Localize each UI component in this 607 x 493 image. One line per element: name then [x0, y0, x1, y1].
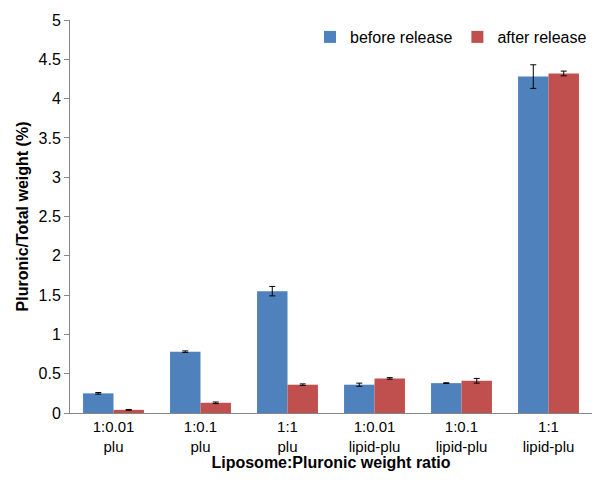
svg-text:4.5: 4.5	[39, 51, 61, 68]
svg-text:after release: after release	[497, 29, 586, 46]
svg-text:4: 4	[52, 90, 61, 107]
svg-text:3.5: 3.5	[39, 130, 61, 147]
svg-text:Liposome:Pluronic weight ratio: Liposome:Pluronic weight ratio	[211, 455, 450, 472]
svg-text:0.5: 0.5	[39, 365, 61, 382]
svg-text:5: 5	[52, 12, 61, 29]
svg-text:1:0.01lipid-plu: 1:0.01lipid-plu	[349, 418, 401, 455]
svg-text:0: 0	[52, 405, 61, 422]
svg-text:1:1plu: 1:1plu	[277, 418, 298, 455]
svg-text:1:0.1lipid-plu: 1:0.1lipid-plu	[436, 418, 488, 455]
svg-text:1: 1	[52, 326, 61, 343]
svg-text:before release: before release	[350, 29, 452, 46]
svg-text:1.5: 1.5	[39, 287, 61, 304]
svg-text:Pluronic/Total weight (%): Pluronic/Total weight (%)	[14, 122, 31, 312]
svg-text:1:0.1plu: 1:0.1plu	[184, 418, 217, 455]
svg-text:2: 2	[52, 247, 61, 264]
svg-text:2.5: 2.5	[39, 208, 61, 225]
svg-text:3: 3	[52, 169, 61, 186]
svg-text:1:0.01plu: 1:0.01plu	[93, 418, 135, 455]
svg-text:1:1lipid-plu: 1:1lipid-plu	[523, 418, 575, 455]
